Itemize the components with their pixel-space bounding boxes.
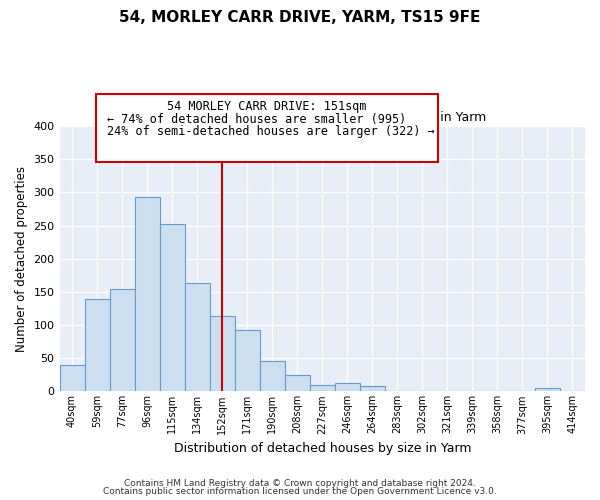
Text: 24% of semi-detached houses are larger (322) →: 24% of semi-detached houses are larger (… [107, 125, 434, 138]
Bar [209, 316, 235, 392]
Bar [110, 288, 134, 392]
Text: 54 MORLEY CARR DRIVE: 151sqm: 54 MORLEY CARR DRIVE: 151sqm [167, 100, 367, 112]
Bar [185, 284, 209, 392]
Bar [59, 365, 85, 392]
Bar [535, 388, 560, 392]
Bar [260, 361, 285, 392]
Bar [335, 383, 360, 392]
Text: Contains HM Land Registry data © Crown copyright and database right 2024.: Contains HM Land Registry data © Crown c… [124, 478, 476, 488]
Text: Contains public sector information licensed under the Open Government Licence v3: Contains public sector information licen… [103, 487, 497, 496]
Bar [235, 330, 260, 392]
Bar [285, 375, 310, 392]
Bar [310, 385, 335, 392]
Text: 54, MORLEY CARR DRIVE, YARM, TS15 9FE: 54, MORLEY CARR DRIVE, YARM, TS15 9FE [119, 10, 481, 25]
Bar [85, 298, 110, 392]
Y-axis label: Number of detached properties: Number of detached properties [15, 166, 28, 352]
Title: Size of property relative to detached houses in Yarm: Size of property relative to detached ho… [158, 110, 487, 124]
Bar [160, 224, 185, 392]
Bar [360, 386, 385, 392]
X-axis label: Distribution of detached houses by size in Yarm: Distribution of detached houses by size … [173, 442, 471, 455]
Bar [134, 197, 160, 392]
Text: ← 74% of detached houses are smaller (995): ← 74% of detached houses are smaller (99… [107, 113, 406, 126]
FancyBboxPatch shape [97, 94, 438, 162]
